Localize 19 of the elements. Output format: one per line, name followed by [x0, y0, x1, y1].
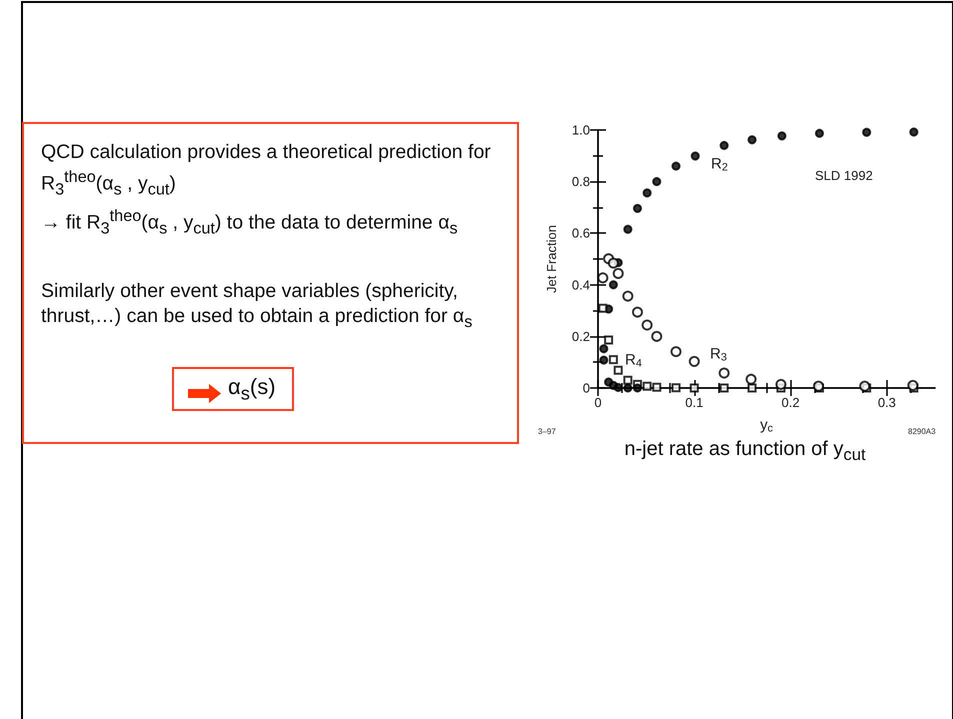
y-axis-title: Jet Fraction [544, 225, 559, 293]
y-tick-label: 0.4 [572, 277, 590, 292]
y-tick-label: 0.8 [572, 174, 590, 190]
y-tick-label: 0.6 [572, 226, 590, 241]
x-tick-label: 0.3 [878, 395, 896, 410]
x-tick-label: 0 [594, 395, 602, 410]
y-tick-label: 1.0 [572, 122, 590, 138]
text: QCD calculation provides a theoretical prediction for R$_{3}$$^{theo}$(α$_{s}$ , y$_{cut}$) [41, 141, 491, 198]
text: 3–97 [538, 427, 556, 436]
y-tick-label: 0.2 [572, 328, 590, 344]
text: → fit R$_{3}$$^{theo}$(α$_{s}$ , y$_{cut}$) to the data to determine α$_{s}$ [41, 207, 458, 238]
y-tick-label: 0 [582, 380, 590, 396]
text: α$_{s}$(s) [228, 374, 276, 406]
text: n-jet rate as function of y$_{cut}$ [623, 438, 867, 465]
annotation: SLD 1992 [815, 168, 873, 183]
text: 8290A3 [908, 427, 936, 436]
text: Similarly other event shape variables (sphericity, thrust,…) can be used to obtain a prediction for α$_{s}$ [41, 279, 474, 333]
x-tick-label: 0.1 [685, 395, 704, 410]
x-tick-label: 0.2 [782, 395, 800, 410]
